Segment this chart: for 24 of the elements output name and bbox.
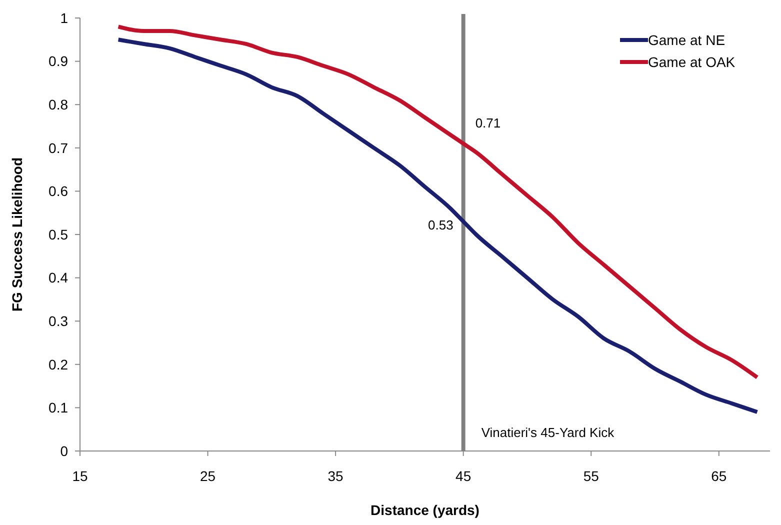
y-tick-label: 0.8: [48, 96, 68, 112]
x-tick-label: 25: [200, 468, 216, 484]
x-tick-label: 55: [583, 468, 600, 484]
x-tick-label: 35: [328, 468, 344, 484]
x-tick-label: 15: [72, 468, 88, 484]
legend-label: Game at NE: [648, 32, 726, 48]
y-axis-title: FG Success Likelihood: [9, 157, 25, 312]
y-tick-label: 0.2: [48, 356, 68, 372]
y-tick-label: 0.1: [48, 400, 68, 416]
annotation: 0.71: [475, 116, 501, 131]
y-tick-label: 0.9: [48, 53, 68, 70]
x-tick-label: 45: [456, 468, 472, 484]
y-tick-label: 0.3: [48, 313, 68, 329]
y-tick-label: 1: [60, 10, 68, 26]
y-tick-label: 0.5: [48, 226, 68, 242]
y-tick-label: 0.6: [48, 183, 68, 200]
y-tick-label: 0: [60, 442, 68, 459]
ref-line-label: Vinatieri's 45-Yard Kick: [481, 425, 615, 440]
x-axis-title: Distance (yards): [370, 502, 480, 518]
annotation: 0.53: [428, 218, 454, 233]
legend-label: Game at OAK: [648, 54, 736, 70]
y-tick-label: 0.4: [48, 270, 68, 286]
x-tick-label: 65: [711, 468, 727, 484]
y-tick-label: 0.7: [48, 140, 68, 156]
